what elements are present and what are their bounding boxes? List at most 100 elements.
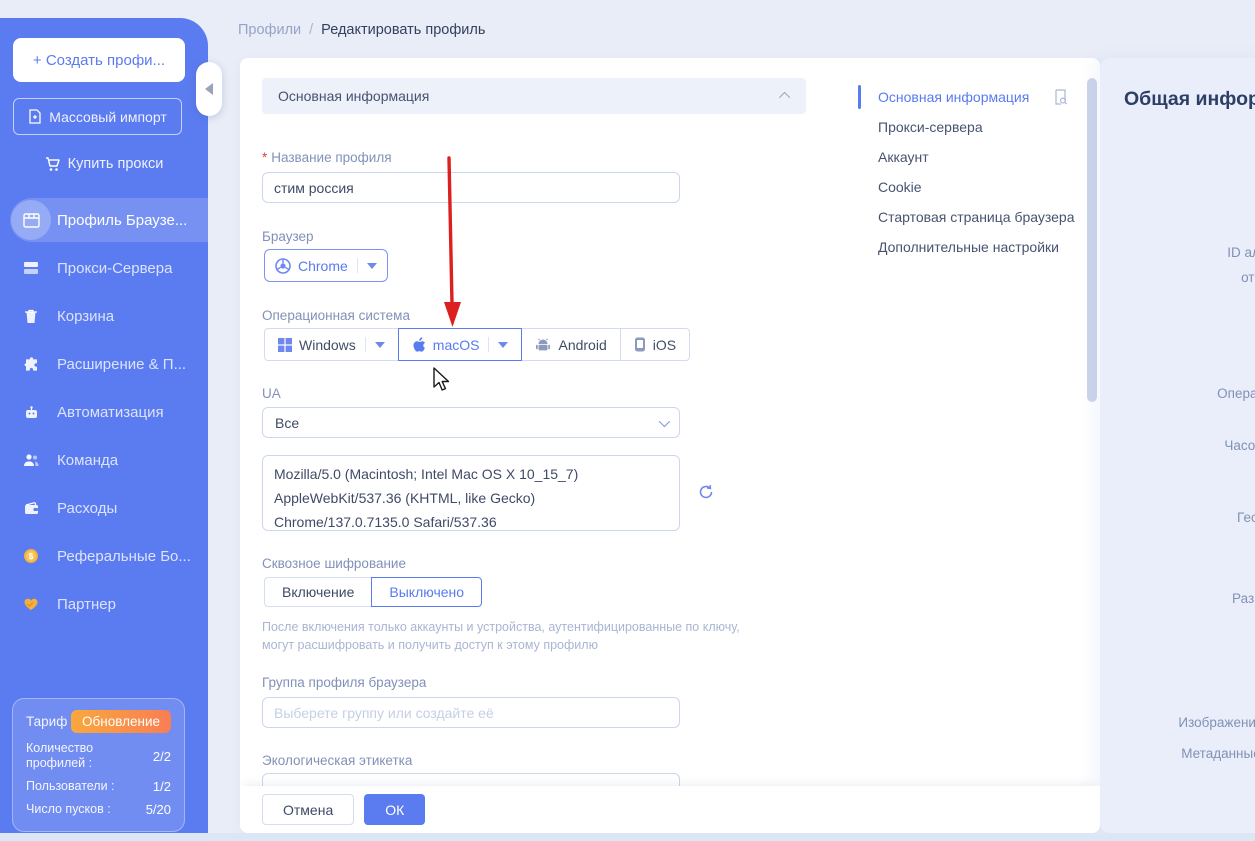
tariff-row-profiles: Количество профилей : 2/2 bbox=[26, 741, 171, 771]
divider bbox=[488, 337, 490, 352]
proxy-servers-icon bbox=[11, 248, 51, 288]
summary-label-timezone: Часовой пояс bbox=[1224, 438, 1255, 453]
buy-proxy-label: Купить прокси bbox=[67, 156, 164, 172]
required-asterisk: * bbox=[262, 150, 268, 165]
breadcrumb-separator: / bbox=[309, 22, 314, 38]
chevron-down-icon bbox=[498, 341, 509, 348]
anchor-nav: Основная информация Прокси-сервера Аккау… bbox=[858, 82, 1088, 262]
sidebar-item-label: Профиль Браузе... bbox=[57, 211, 188, 229]
buy-proxy-link[interactable]: Купить прокси bbox=[0, 152, 208, 176]
browser-label: Браузер bbox=[262, 229, 314, 244]
sidebar-item-extensions[interactable]: Расширение & П... bbox=[0, 340, 208, 388]
anchor-label: Основная информация bbox=[878, 89, 1030, 105]
sidebar-item-label: Автоматизация bbox=[57, 403, 164, 421]
browser-chrome-button[interactable]: Chrome bbox=[264, 249, 388, 282]
bulk-import-button[interactable]: Массовый импорт bbox=[13, 98, 182, 135]
ua-textarea[interactable]: Mozilla/5.0 (Macintosh; Intel Mac OS X 1… bbox=[262, 455, 680, 531]
os-macos-button[interactable]: macOS bbox=[397, 328, 523, 361]
preview-icon[interactable] bbox=[1053, 89, 1068, 105]
profile-name-label: * Название профиля bbox=[262, 150, 392, 165]
anchor-basic-info[interactable]: Основная информация bbox=[858, 82, 1088, 112]
os-windows-button[interactable]: Windows bbox=[264, 328, 399, 361]
eco-label: Экологическая этикетка bbox=[262, 753, 413, 768]
sidebar-item-referral[interactable]: $ Реферальные Бо... bbox=[0, 532, 208, 580]
encryption-off-button[interactable]: Выключено bbox=[371, 577, 483, 607]
tariff-label: Тариф bbox=[26, 714, 68, 729]
profile-name-input[interactable] bbox=[262, 172, 680, 203]
profile-summary-panel: Общая информация о профиле Браузер ID ал… bbox=[1100, 58, 1255, 833]
ok-button[interactable]: ОК bbox=[364, 794, 426, 825]
import-document-icon bbox=[28, 109, 42, 124]
summary-label-os: Операционная система bbox=[1217, 386, 1255, 401]
sidebar-item-trash[interactable]: Корзина bbox=[0, 292, 208, 340]
svg-text:$: $ bbox=[29, 552, 34, 561]
summary-label-webgl-meta: Метаданные WebGL bbox=[1181, 746, 1255, 761]
sidebar-item-label: Команда bbox=[57, 451, 119, 469]
wallet-icon bbox=[11, 488, 51, 528]
trash-icon bbox=[11, 296, 51, 336]
encryption-label: Сквозное шифрование bbox=[262, 556, 406, 571]
upgrade-button[interactable]: Обновление bbox=[71, 710, 171, 733]
os-option-label: Android bbox=[558, 336, 607, 353]
sidebar: + Создать профи... Массовый импорт Купит… bbox=[0, 18, 208, 841]
sidebar-item-label: Корзина bbox=[57, 307, 115, 325]
sidebar-item-expenses[interactable]: Расходы bbox=[0, 484, 208, 532]
summary-label-browser: Браузер bbox=[1124, 206, 1255, 231]
sidebar-item-automation[interactable]: Автоматизация bbox=[0, 388, 208, 436]
os-android-button[interactable]: Android bbox=[521, 328, 621, 361]
anchor-advanced[interactable]: Дополнительные настройки bbox=[858, 232, 1088, 262]
anchor-cookie[interactable]: Cookie bbox=[858, 172, 1088, 202]
summary-label-resolution: Разрешение bbox=[1232, 591, 1255, 606]
ua-filter-select[interactable]: Все bbox=[262, 407, 680, 438]
encryption-on-button[interactable]: Включение bbox=[264, 577, 373, 607]
sidebar-item-browser-profile[interactable]: Профиль Браузе... bbox=[0, 196, 208, 244]
summary-label-webrtc: WebRTC bbox=[1124, 470, 1255, 495]
tariff-row-label: Количество профилей : bbox=[26, 741, 94, 770]
chevron-down-icon bbox=[658, 415, 671, 427]
anchor-label: Дополнительные настройки bbox=[878, 239, 1059, 255]
windows-icon bbox=[278, 337, 292, 352]
anchor-start-page[interactable]: Стартовая страница браузера bbox=[858, 202, 1088, 232]
anchor-label: Прокси-сервера bbox=[878, 119, 983, 135]
group-input[interactable] bbox=[262, 697, 680, 728]
os-option-label: Windows bbox=[299, 336, 356, 353]
cancel-button[interactable]: Отмена bbox=[262, 794, 355, 825]
sidebar-item-label: Расширение & П... bbox=[57, 355, 187, 373]
tariff-card: Тариф Обновление Количество профилей : 2… bbox=[12, 698, 185, 832]
bulk-import-label: Массовый импорт bbox=[49, 108, 167, 125]
refresh-icon[interactable] bbox=[698, 484, 714, 500]
apple-icon bbox=[412, 336, 426, 353]
os-label: Операционная система bbox=[262, 308, 410, 323]
breadcrumb: Профили / Редактировать профиль bbox=[238, 22, 485, 38]
vertical-scrollbar[interactable] bbox=[1087, 78, 1097, 402]
collapse-arrow-icon bbox=[205, 83, 213, 95]
tariff-row-label: Пользователи : bbox=[26, 779, 115, 793]
sidebar-item-partner[interactable]: Партнер bbox=[0, 580, 208, 628]
encryption-toggle-group: Включение Выключено bbox=[264, 577, 483, 607]
summary-title: Общая информация о профиле bbox=[1124, 88, 1255, 110]
sidebar-collapse-button[interactable] bbox=[196, 62, 222, 116]
ua-filter-value: Все bbox=[275, 414, 300, 431]
sidebar-item-proxy-servers[interactable]: Прокси-Сервера bbox=[0, 244, 208, 292]
os-ios-button[interactable]: iOS bbox=[619, 328, 691, 361]
divider bbox=[356, 258, 358, 273]
summary-label-fingerprint-id: ID алгоритма отпечатков bbox=[1227, 245, 1255, 285]
create-profile-button[interactable]: + Создать профи... bbox=[13, 38, 185, 82]
robot-icon bbox=[11, 392, 51, 432]
sidebar-item-label: Прокси-Сервера bbox=[57, 259, 173, 277]
create-profile-label: + Создать профи... bbox=[32, 51, 166, 69]
sidebar-item-team[interactable]: Команда bbox=[0, 436, 208, 484]
anchor-account[interactable]: Аккаунт bbox=[858, 142, 1088, 172]
divider bbox=[364, 337, 366, 352]
section-header-label: Основная информация bbox=[278, 88, 430, 104]
section-header-basic-info[interactable]: Основная информация bbox=[262, 78, 806, 114]
tariff-row-value: 1/2 bbox=[152, 779, 171, 794]
os-button-group: Windows macOS Android iOS bbox=[264, 328, 691, 361]
tariff-row-users: Пользователи : 1/2 bbox=[26, 779, 171, 794]
bottom-strip bbox=[0, 833, 1255, 841]
tariff-row-value: 2/2 bbox=[152, 748, 171, 764]
anchor-proxy[interactable]: Прокси-сервера bbox=[858, 112, 1088, 142]
cart-icon bbox=[45, 156, 61, 172]
breadcrumb-profiles[interactable]: Профили bbox=[238, 22, 302, 38]
ua-label: UA bbox=[262, 386, 281, 401]
